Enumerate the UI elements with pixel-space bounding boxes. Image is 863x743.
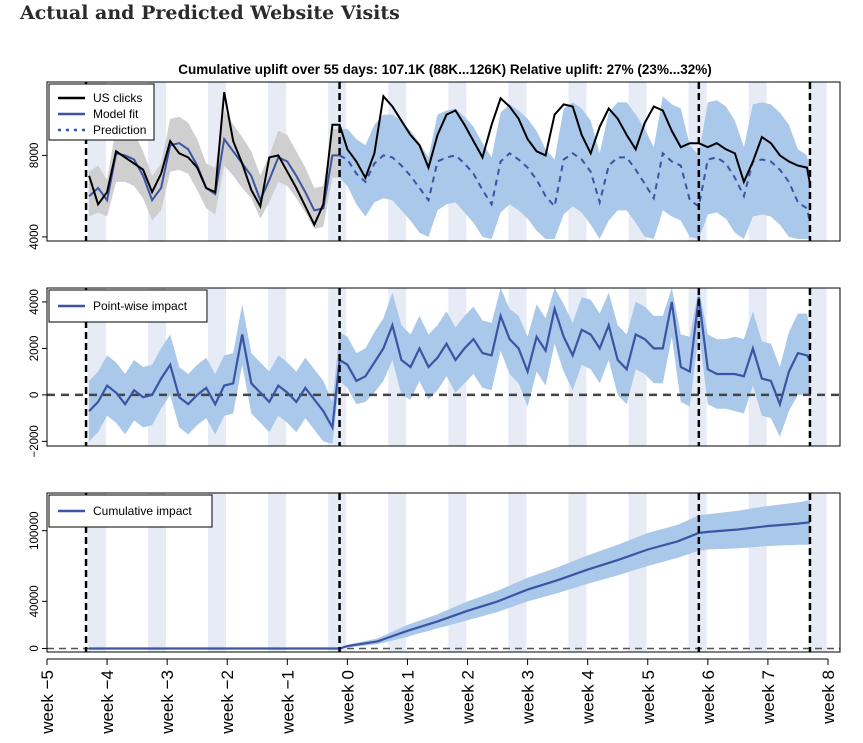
x-tick-label: week −3	[158, 670, 177, 735]
weekend-shade	[448, 493, 467, 652]
x-tick-label: week −5	[38, 670, 57, 735]
x-tick-label: week −2	[218, 670, 237, 735]
x-tick-label: week 2	[459, 670, 478, 725]
x-tick-label: week 4	[579, 670, 598, 725]
x-tick-label: week −4	[98, 670, 117, 735]
panel-3: 0 40000 100000 Cumulative impact	[29, 492, 841, 653]
panel-frame	[46, 81, 841, 242]
prediction-interval-band	[339, 96, 810, 239]
y-tick-label: 0	[29, 392, 41, 398]
legend-label: Point-wise impact	[93, 299, 188, 313]
weekend-shade	[808, 493, 827, 652]
weekend-shade	[208, 493, 227, 652]
weekend-shade	[388, 493, 407, 652]
legend-label: Model fit	[93, 107, 139, 121]
panel-2: −2000 0 2000 4000 Point-wise impact	[29, 287, 841, 458]
weekend-shade	[268, 493, 287, 652]
legend-label: Cumulative impact	[93, 504, 192, 518]
x-tick-label: week 6	[699, 670, 718, 725]
page-title: Actual and Predicted Website Visits	[20, 2, 400, 24]
x-tick-label: week −1	[278, 670, 297, 735]
legend-label: Prediction	[93, 123, 146, 137]
weekend-shade	[508, 493, 527, 652]
legend-panel-1: US clicks Model fit Prediction	[48, 83, 155, 141]
x-tick-label: week 5	[639, 670, 658, 725]
cumulative-impact-line	[89, 521, 811, 650]
x-tick-label: week 7	[759, 670, 778, 725]
y-tick-label: 0	[29, 645, 41, 651]
panel-frame	[46, 287, 841, 447]
weekend-shade	[328, 493, 347, 652]
x-tick-label: week 3	[519, 670, 538, 725]
panel-1-plot-area	[84, 82, 827, 241]
weekend-shade	[147, 493, 166, 652]
uplift-summary-title: Cumulative uplift over 55 days: 107.1K (…	[178, 62, 711, 77]
panel-1: 4000 8000 US clicks Model fit Prediction	[29, 81, 841, 250]
weekend-shade	[87, 493, 106, 652]
us-clicks-line	[88, 92, 811, 228]
y-tick-label: 100000	[29, 512, 41, 550]
y-tick-label: −2000	[29, 425, 41, 457]
legend-panel-2: Point-wise impact	[48, 289, 208, 323]
pointwise-interval-band	[89, 288, 811, 444]
weekend-shade	[628, 493, 647, 652]
model-fit-line	[88, 136, 340, 212]
panel-frame	[46, 492, 841, 653]
pointwise-impact-line	[88, 297, 811, 431]
weekend-shade	[808, 82, 827, 241]
panel-3-plot-area	[47, 493, 840, 652]
x-tick-label: week 1	[398, 670, 417, 725]
weekend-shade	[808, 288, 827, 446]
y-tick-label: 8000	[29, 143, 41, 169]
y-tick-label: 4000	[29, 224, 41, 250]
y-tick-label: 40000	[29, 585, 41, 617]
cumulative-interval-band	[89, 500, 811, 649]
x-tick-label: week 8	[819, 670, 838, 725]
y-tick-label: 4000	[29, 289, 41, 315]
x-tick-label: week 0	[338, 670, 357, 725]
y-tick-label: 2000	[29, 336, 41, 362]
legend-panel-3: Cumulative impact	[48, 494, 213, 528]
panel-2-plot-area	[47, 288, 840, 446]
legend-label: US clicks	[93, 91, 142, 105]
